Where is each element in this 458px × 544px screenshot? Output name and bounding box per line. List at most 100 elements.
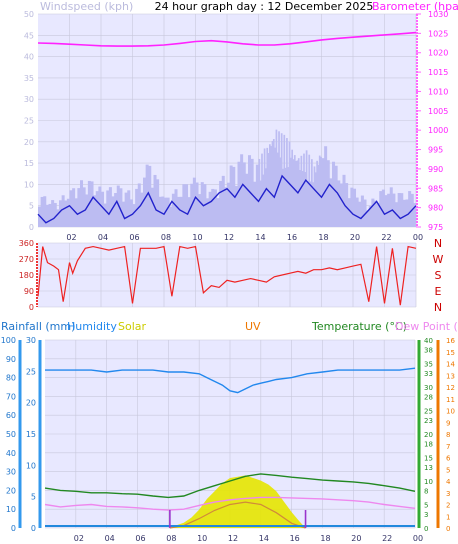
wind-tick-label: 30 <box>24 95 34 104</box>
gust-bar <box>179 196 183 227</box>
humidity-line <box>45 367 416 394</box>
temperature-tick-label: 18 <box>424 440 433 448</box>
barometer-axis-label: Barometer (hpa) <box>372 0 458 13</box>
gust-bar <box>291 149 294 227</box>
humidity-tick-label: 0 <box>11 524 16 533</box>
direction-tick-label: 180 <box>19 271 34 280</box>
climate-x-tick-label: 02 <box>74 534 84 543</box>
gust-bar <box>381 189 385 227</box>
gust-bar <box>299 170 301 227</box>
direction-tick-label: 0 <box>29 303 34 312</box>
gust-bar <box>318 155 321 227</box>
gust-bar <box>329 178 333 227</box>
gust-bar <box>90 181 94 227</box>
uv-tick-label: 6 <box>446 455 451 463</box>
gust-bar <box>61 195 65 227</box>
humidity-tick-label: 70 <box>6 392 16 401</box>
humidity-tick-label: 10 <box>6 505 16 514</box>
gust-bar <box>174 189 178 227</box>
temperature-tick-label: 0 <box>424 525 428 533</box>
gust-bar <box>213 189 217 227</box>
gust-bar <box>339 183 343 227</box>
gust-bar <box>150 187 154 227</box>
climate-x-tick-label: 12 <box>228 534 238 543</box>
gust-bar <box>72 188 76 227</box>
climate-x-tick-label: 06 <box>135 534 145 543</box>
uv-tick-label: 0 <box>446 525 450 533</box>
climate-x-tick-label: 14 <box>259 534 269 543</box>
climate-x-tick-label: 16 <box>290 534 300 543</box>
uv-line <box>169 501 306 529</box>
chart-title: 24 hour graph day : 12 December 2025 <box>155 0 374 13</box>
gust-bar <box>408 191 412 227</box>
gust-bar <box>347 198 351 227</box>
temperature-tick-label: 28 <box>424 393 433 401</box>
uv-tick-label: 16 <box>446 337 455 345</box>
barometer-tick-label: 1015 <box>428 68 448 77</box>
gust-bar <box>308 154 311 227</box>
rain-tick-label: 10 <box>26 461 36 470</box>
humidity-tick-label: 20 <box>6 486 16 495</box>
temperature-line <box>44 473 416 499</box>
rain-tick-label: 30 <box>26 336 36 345</box>
wind-x-tick-label: 16 <box>287 233 297 242</box>
gust-bar <box>98 186 102 227</box>
gust-bar <box>80 180 84 227</box>
rain-tick-label: 0 <box>31 524 36 533</box>
gust-bar <box>242 162 246 227</box>
gust-bar <box>355 197 359 227</box>
gust-bar <box>400 193 404 227</box>
wind-x-tick-label: 12 <box>224 233 234 242</box>
compass-label: N <box>434 237 442 250</box>
barometer-tick-label: 1025 <box>428 29 448 38</box>
barometer-tick-label: 1010 <box>428 87 448 96</box>
direction-tick-label: 90 <box>24 287 34 296</box>
gust-bar <box>253 181 257 227</box>
gust-bar <box>237 161 241 227</box>
humidity-label: Humidity <box>67 320 117 333</box>
gust-bar <box>182 184 186 227</box>
gust-bar <box>64 200 68 227</box>
wind-tick-label: 15 <box>24 159 34 168</box>
uv-tick-label: 15 <box>446 349 455 357</box>
gust-bar <box>234 186 238 227</box>
temperature-tick-label: 38 <box>424 346 433 354</box>
gust-bar <box>114 193 118 227</box>
wind-x-tick-label: 06 <box>129 233 139 242</box>
gust-bar <box>337 180 341 227</box>
gust-bar <box>208 191 212 227</box>
gust-bar <box>124 192 128 227</box>
gust-bar <box>45 204 49 227</box>
climate-x-tick-label: 08 <box>166 534 176 543</box>
gust-bar <box>263 148 266 227</box>
wind-x-tick-label: 20 <box>350 233 360 242</box>
humidity-tick-label: 90 <box>6 355 16 364</box>
gust-bar <box>320 156 322 227</box>
gust-bar <box>153 174 157 227</box>
gust-bar <box>69 190 73 227</box>
uv-tick-label: 7 <box>446 443 450 451</box>
uv-tick-label: 10 <box>446 408 455 416</box>
temperature-tick-label: 20 <box>424 431 433 439</box>
gust-bar <box>66 198 70 227</box>
barometer-tick-label: 1020 <box>428 49 448 58</box>
compass-label: N <box>434 301 442 314</box>
temperature-tick-label: 5 <box>424 502 428 510</box>
uv-tick-label: 5 <box>446 466 450 474</box>
uv-tick-label: 14 <box>446 361 455 369</box>
gust-bar <box>53 202 57 227</box>
wind-tick-label: 0 <box>29 223 34 232</box>
rain-tick-label: 15 <box>26 430 36 439</box>
gust-bar <box>272 138 275 227</box>
gust-bar <box>119 188 123 227</box>
gust-bar <box>127 190 131 227</box>
wind-tick-label: 35 <box>24 74 34 83</box>
humidity-tick-label: 40 <box>6 449 16 458</box>
uv-tick-label: 9 <box>446 419 450 427</box>
dewpoint-line <box>44 496 416 511</box>
gust-bar <box>245 173 249 227</box>
temperature-tick-label: 8 <box>424 487 428 495</box>
gust-bar <box>290 157 292 227</box>
uv-tick-label: 12 <box>446 384 455 392</box>
humidity-tick-label: 60 <box>6 411 16 420</box>
